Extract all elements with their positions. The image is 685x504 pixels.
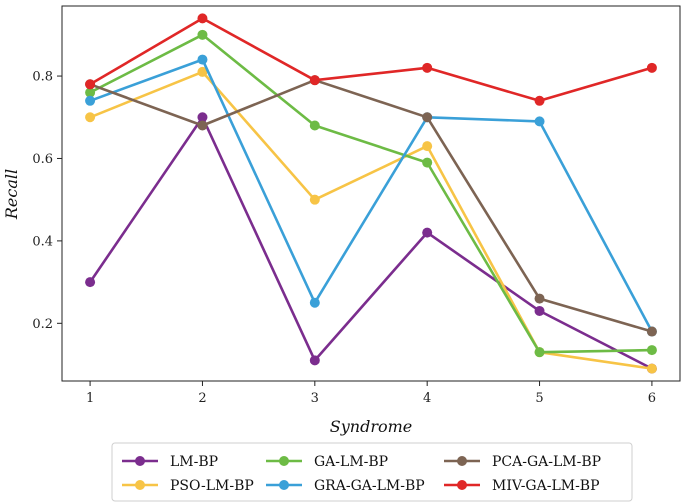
- y-axis-ticks: 0.2 0.4 0.6 0.8: [32, 70, 62, 332]
- series-lm-bp: [85, 112, 657, 374]
- legend-item-ga-lm-bp: GA-LM-BP: [266, 454, 388, 470]
- data-point-pso-lm-bp: [309, 194, 320, 205]
- legend-label: PCA-GA-LM-BP: [492, 454, 601, 470]
- data-point-lm-bp: [309, 355, 320, 366]
- data-point-pso-lm-bp: [422, 141, 433, 152]
- legend-item-miv-ga-lm-bp: MIV-GA-LM-BP: [444, 478, 600, 494]
- legend: LM-BP GA-LM-BP PCA-GA-LM-BP PSO-LM-BP GRA-GA…: [111, 442, 633, 502]
- legend-label: GRA-GA-LM-BP: [314, 478, 425, 494]
- data-point-ga-lm-bp: [197, 29, 208, 40]
- legend-item-pca-ga-lm-bp: PCA-GA-LM-BP: [444, 454, 601, 470]
- legend-swatch-marker: [135, 456, 145, 466]
- x-tick-label: 5: [535, 391, 543, 406]
- series-layer: [85, 13, 657, 374]
- y-tick-label: 0.8: [32, 70, 53, 85]
- legend-swatch-marker: [279, 456, 289, 466]
- series-line-ga-lm-bp: [89, 33, 652, 354]
- data-point-pca-ga-lm-bp: [422, 112, 433, 123]
- plot-frame: [61, 5, 681, 382]
- series-ga-lm-bp: [85, 29, 657, 358]
- series-line-lm-bp: [89, 116, 653, 370]
- data-point-miv-ga-lm-bp: [85, 79, 96, 90]
- y-tick-label: 0.6: [32, 152, 53, 167]
- series-line-miv-ga-lm-bp: [89, 17, 653, 103]
- data-point-ga-lm-bp: [534, 347, 545, 358]
- data-point-pso-lm-bp: [646, 363, 657, 374]
- legend-item-lm-bp: LM-BP: [122, 454, 218, 470]
- y-tick-label: 0.2: [32, 317, 53, 332]
- x-tick-label: 1: [86, 391, 94, 406]
- legend-label: PSO-LM-BP: [170, 478, 254, 494]
- data-point-pso-lm-bp: [85, 112, 96, 123]
- data-point-miv-ga-lm-bp: [422, 62, 433, 73]
- x-axis-label: Syndrome: [330, 417, 412, 436]
- data-point-gra-ga-lm-bp: [309, 297, 320, 308]
- data-point-gra-ga-lm-bp: [197, 54, 208, 65]
- data-point-ga-lm-bp: [85, 87, 96, 98]
- y-tick-label: 0.4: [32, 234, 53, 249]
- data-point-pca-ga-lm-bp: [197, 120, 208, 131]
- legend-label: GA-LM-BP: [314, 454, 388, 470]
- data-point-miv-ga-lm-bp: [646, 62, 657, 73]
- x-tick-label: 4: [423, 391, 431, 406]
- data-point-miv-ga-lm-bp: [197, 13, 208, 24]
- data-point-ga-lm-bp: [422, 157, 433, 168]
- legend-label: LM-BP: [170, 454, 218, 470]
- data-point-pca-ga-lm-bp: [646, 326, 657, 337]
- data-point-lm-bp: [534, 305, 545, 316]
- legend-label: MIV-GA-LM-BP: [492, 478, 600, 494]
- data-point-pso-lm-bp: [197, 66, 208, 77]
- series-line-pca-ga-lm-bp: [89, 78, 653, 333]
- series-line-gra-ga-lm-bp: [89, 58, 654, 333]
- data-point-lm-bp: [197, 112, 208, 123]
- x-axis-ticks: 1 2 3 4 5 6: [86, 381, 656, 406]
- legend-box: [111, 442, 633, 502]
- y-axis-label: Recall: [2, 169, 21, 220]
- data-point-ga-lm-bp: [646, 345, 657, 356]
- x-tick-label: 6: [648, 391, 656, 406]
- data-point-lm-bp: [85, 277, 96, 288]
- series-gra-ga-lm-bp: [85, 54, 657, 337]
- data-point-ga-lm-bp: [309, 120, 320, 131]
- data-point-lm-bp: [422, 227, 433, 238]
- x-tick-label: 3: [311, 391, 319, 406]
- series-line-pso-lm-bp: [89, 70, 653, 370]
- legend-swatch-marker: [457, 456, 467, 466]
- series-miv-ga-lm-bp: [85, 13, 657, 106]
- x-tick-label: 2: [198, 391, 206, 406]
- data-point-miv-ga-lm-bp: [309, 75, 320, 86]
- legend-swatch-marker: [279, 480, 289, 490]
- data-point-miv-ga-lm-bp: [534, 95, 545, 106]
- data-point-gra-ga-lm-bp: [534, 116, 545, 127]
- legend-item-gra-ga-lm-bp: GRA-GA-LM-BP: [266, 478, 425, 494]
- data-point-pca-ga-lm-bp: [534, 293, 545, 304]
- legend-items: LM-BP GA-LM-BP PCA-GA-LM-BP PSO-LM-BP GRA-GA…: [122, 454, 601, 494]
- legend-item-pso-lm-bp: PSO-LM-BP: [122, 478, 254, 494]
- data-point-gra-ga-lm-bp: [85, 95, 96, 106]
- legend-swatch-marker: [457, 480, 467, 490]
- legend-swatch-marker: [135, 480, 145, 490]
